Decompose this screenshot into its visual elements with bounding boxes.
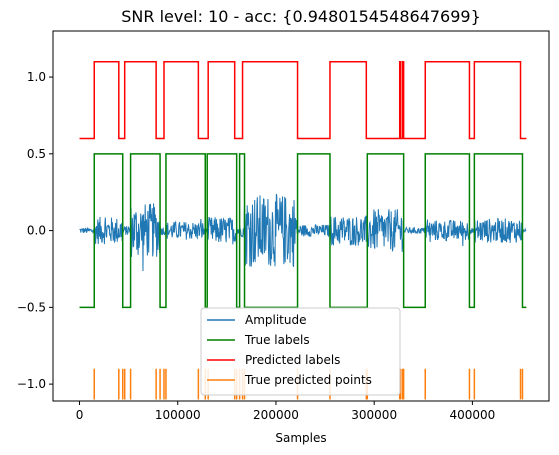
legend-entry-label: Predicted labels (245, 353, 340, 367)
legend-entry-label: True predicted points (244, 373, 372, 387)
y-tick-label: −1.0 (17, 377, 46, 391)
x-tick-label: 200000 (253, 408, 299, 422)
y-tick-label: 0.5 (27, 147, 46, 161)
x-tick-label: 400000 (449, 408, 495, 422)
axes-frame (52, 30, 550, 402)
y-tick-label: 1.0 (27, 70, 46, 84)
x-axis-label: Samples (275, 431, 326, 445)
x-tick-label: 300000 (351, 408, 397, 422)
y-axis: −1.0 −0.5 0.0 0.5 1.0 (17, 70, 53, 391)
series-amplitude-line (79, 193, 527, 271)
y-tick-label: −0.5 (17, 300, 46, 314)
x-axis: 0 100000 200000 300000 400000 (76, 401, 495, 422)
series-true-labels-line (79, 153, 527, 309)
legend: Amplitude True labels Predicted labels True… (200, 307, 401, 396)
legend-entry-label: True labels (244, 333, 310, 347)
chart-title: SNR level: 10 - acc: {0.9480154548647699… (121, 7, 481, 26)
x-tick-label: 0 (76, 408, 84, 422)
x-tick-label: 100000 (155, 408, 201, 422)
series-predicted-labels-line (79, 60, 527, 140)
legend-entry-label: Amplitude (245, 313, 307, 327)
legend-box (200, 307, 401, 396)
y-tick-label: 0.0 (27, 224, 46, 238)
